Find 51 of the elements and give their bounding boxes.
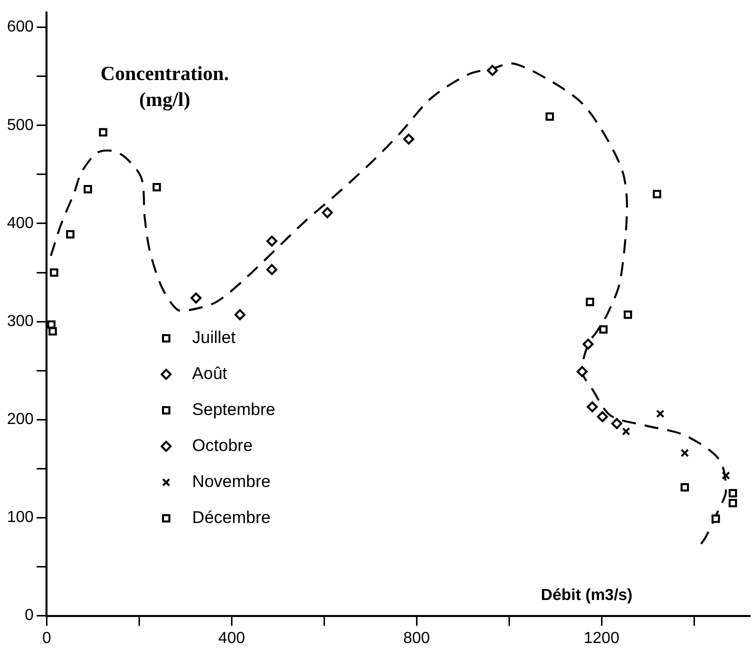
point [190, 292, 202, 304]
point [152, 183, 161, 192]
y-tick-label: 200 [6, 411, 34, 428]
point [722, 471, 730, 480]
y-tick-label: 400 [6, 214, 34, 232]
x-tick-label: 400 [218, 630, 246, 647]
point [266, 264, 278, 276]
x-tick-label: 1200 [584, 630, 620, 647]
point [48, 327, 57, 336]
point [652, 190, 662, 198]
point [234, 309, 246, 320]
x-tick-label: 0 [42, 630, 52, 647]
point [50, 268, 58, 277]
legend-label: Août [192, 364, 228, 384]
point [624, 310, 632, 319]
y-tick-label: 500 [6, 116, 34, 134]
point [728, 498, 738, 508]
point [596, 411, 608, 422]
point [712, 514, 720, 523]
point [546, 112, 554, 121]
legend-label: Décembre [192, 508, 271, 528]
point [599, 325, 608, 334]
point [66, 230, 74, 238]
y-tick-label: 600 [6, 18, 34, 36]
legend-label: Juillet [192, 328, 236, 348]
y-tick-label: 300 [6, 312, 34, 330]
y-tick-label: 100 [6, 509, 34, 526]
point [622, 427, 630, 436]
point [680, 448, 689, 458]
point [322, 207, 333, 218]
legend-label: Novembre [192, 472, 271, 492]
point [728, 489, 738, 498]
x-axis-title: Débit (m3/s) [540, 587, 632, 604]
point [266, 236, 278, 247]
point [47, 320, 56, 329]
point [611, 418, 622, 430]
point [576, 366, 588, 378]
point [656, 410, 664, 418]
y-tick-label: 0 [24, 607, 34, 624]
point [486, 64, 498, 76]
legend-label: Septembre [192, 400, 276, 420]
point [84, 184, 92, 194]
point [582, 338, 594, 350]
x-tick-label: 800 [403, 630, 430, 647]
y-axis-title: Concentration. (mg/l) [100, 62, 229, 111]
point [98, 128, 108, 136]
point [586, 298, 594, 306]
point [680, 483, 689, 492]
point [586, 401, 598, 412]
legend-label: Octobre [192, 436, 253, 456]
point [403, 134, 414, 145]
